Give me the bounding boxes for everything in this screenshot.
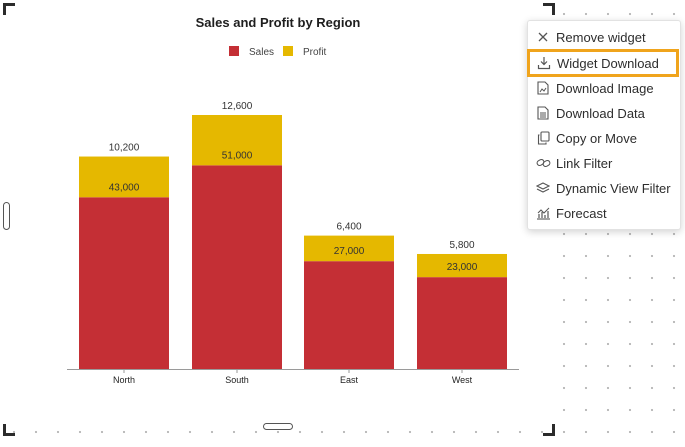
resize-handle-bottom[interactable] [263,423,293,430]
data-label-sales-north: 43,000 [109,182,140,193]
data-label-profit-north: 10,200 [109,143,140,154]
data-file-icon [535,105,551,121]
data-label-profit-east: 6,400 [336,222,361,233]
download-icon [536,55,552,71]
close-icon [535,29,551,45]
resize-corner-bottom-left[interactable] [3,424,15,436]
data-label-profit-west: 5,800 [449,240,474,251]
menu-item-widget-download[interactable]: Widget Download [527,49,679,77]
legend-label-profit: Profit [303,47,327,58]
link-icon [535,155,551,171]
menu-item-label: Dynamic View Filter [556,180,671,196]
copy-icon [535,130,551,146]
legend-label-sales: Sales [249,47,274,58]
menu-item-label: Link Filter [556,155,613,171]
menu-item-download-data[interactable]: Download Data [528,101,680,125]
menu-item-link-filter[interactable]: Link Filter [528,151,680,175]
menu-item-dynamic-view-filter[interactable]: Dynamic View Filter [528,176,680,200]
menu-item-label: Download Image [556,80,654,96]
bar-profit-east [304,235,394,262]
image-file-icon [535,80,551,96]
chart-title: Sales and Profit by Region [196,15,361,30]
legend-swatch-sales [229,46,239,56]
x-tick-label-west: West [452,375,473,385]
menu-item-label: Forecast [556,205,607,221]
resize-corner-bottom-right[interactable] [543,424,555,436]
menu-item-remove-widget[interactable]: Remove widget [528,25,680,49]
layers-icon [535,180,551,196]
menu-item-forecast[interactable]: Forecast [528,201,680,225]
widget-context-menu: Remove widget Widget Download Download I… [527,20,681,230]
stacked-bar-chart: Sales and Profit by Region Sales Profit 43,… [67,15,519,385]
x-tick-label-north: North [113,375,135,385]
menu-item-label: Download Data [556,105,645,121]
data-label-profit-south: 12,600 [222,101,253,112]
bar-profit-west [417,253,507,278]
menu-item-label: Copy or Move [556,130,637,146]
bar-sales-north [79,197,169,369]
resize-corner-top-left[interactable] [3,3,15,15]
x-tick-label-south: South [225,375,249,385]
x-tick-label-east: East [340,375,359,385]
menu-item-label: Widget Download [557,55,659,71]
data-label-sales-west: 23,000 [447,262,478,273]
resize-corner-top-right[interactable] [543,3,555,15]
chart-widget[interactable]: Sales and Profit by Region Sales Profit 43,… [7,7,548,428]
data-label-sales-east: 27,000 [334,246,365,257]
bar-profit-south [192,115,282,166]
bar-sales-east [304,261,394,369]
bar-sales-south [192,165,282,369]
resize-handle-left[interactable] [3,202,10,230]
forecast-icon [535,205,551,221]
menu-item-download-image[interactable]: Download Image [528,76,680,100]
data-label-sales-south: 51,000 [222,150,253,161]
bar-sales-west [417,277,507,369]
legend-swatch-profit [283,46,293,56]
bar-profit-north [79,156,169,198]
menu-item-label: Remove widget [556,29,646,45]
menu-item-copy-or-move[interactable]: Copy or Move [528,126,680,150]
